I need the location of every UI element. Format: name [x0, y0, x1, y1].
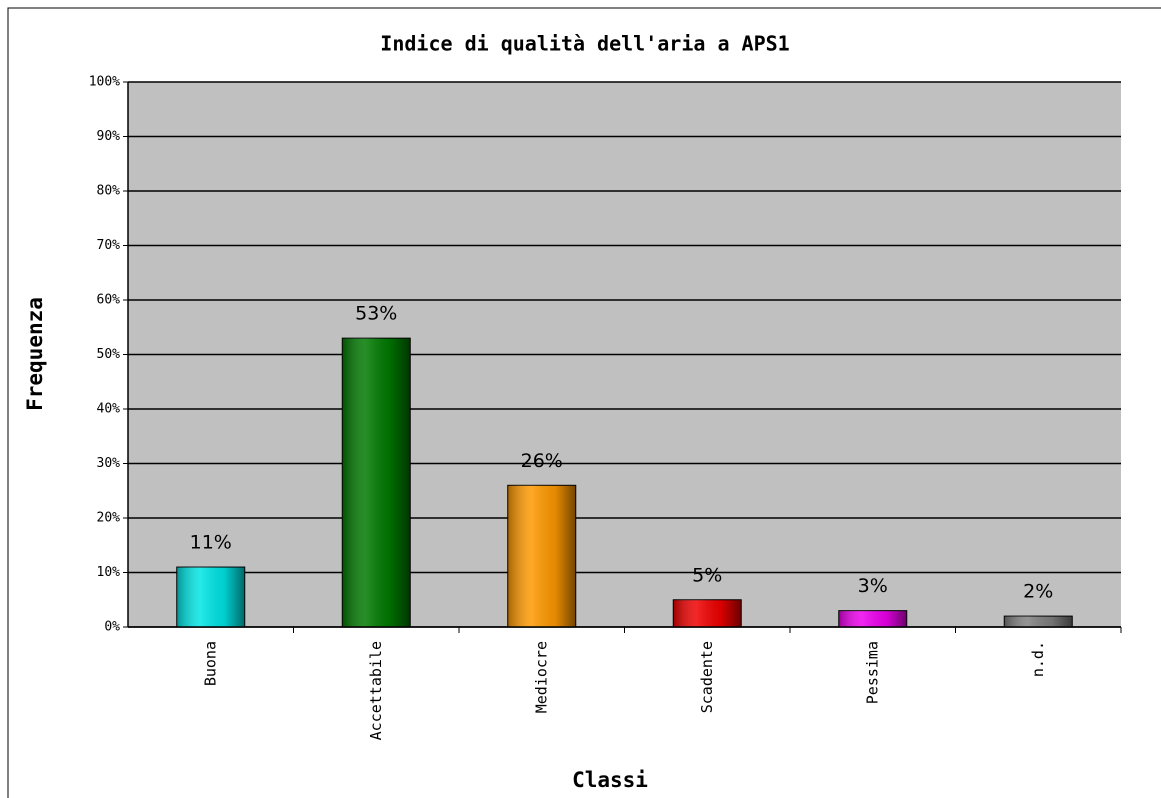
y-tick-label: 60% [97, 293, 121, 308]
x-tick-label: Accettabile [367, 641, 385, 740]
data-label: 11% [190, 532, 232, 554]
x-tick-label: Scadente [698, 641, 716, 713]
x-tick-label: Mediocre [532, 641, 550, 713]
bar-shade [176, 567, 245, 627]
y-tick-label: 40% [97, 402, 121, 417]
y-tick-label: 50% [97, 347, 121, 362]
y-tick-label: 90% [97, 129, 121, 144]
bar-shade [673, 599, 742, 627]
bar-shade [342, 338, 411, 627]
x-tick-label: Buona [201, 641, 219, 686]
x-tick-label: Pessima [863, 641, 881, 704]
y-tick-label: 20% [97, 511, 121, 526]
x-tick-label: n.d. [1029, 641, 1047, 677]
y-tick-label: 80% [97, 184, 121, 199]
y-tick-label: 30% [97, 456, 121, 471]
data-label: 53% [355, 303, 397, 325]
data-label: 3% [858, 575, 888, 597]
bar-shade [838, 610, 907, 627]
data-label: 2% [1023, 581, 1053, 603]
bar-shade [1004, 616, 1073, 627]
x-axis-title: Classi [572, 768, 648, 792]
y-tick-label: 70% [97, 238, 121, 253]
y-tick-label: 0% [104, 620, 120, 635]
data-label: 5% [692, 564, 722, 586]
chart-title: Indice di qualità dell'aria a APS1 [380, 32, 789, 56]
y-tick-label: 100% [89, 75, 120, 90]
bar-shade [507, 485, 576, 627]
y-axis-title: Frequenza [23, 297, 47, 411]
y-tick-label: 10% [97, 565, 121, 580]
data-label: 26% [521, 450, 563, 472]
